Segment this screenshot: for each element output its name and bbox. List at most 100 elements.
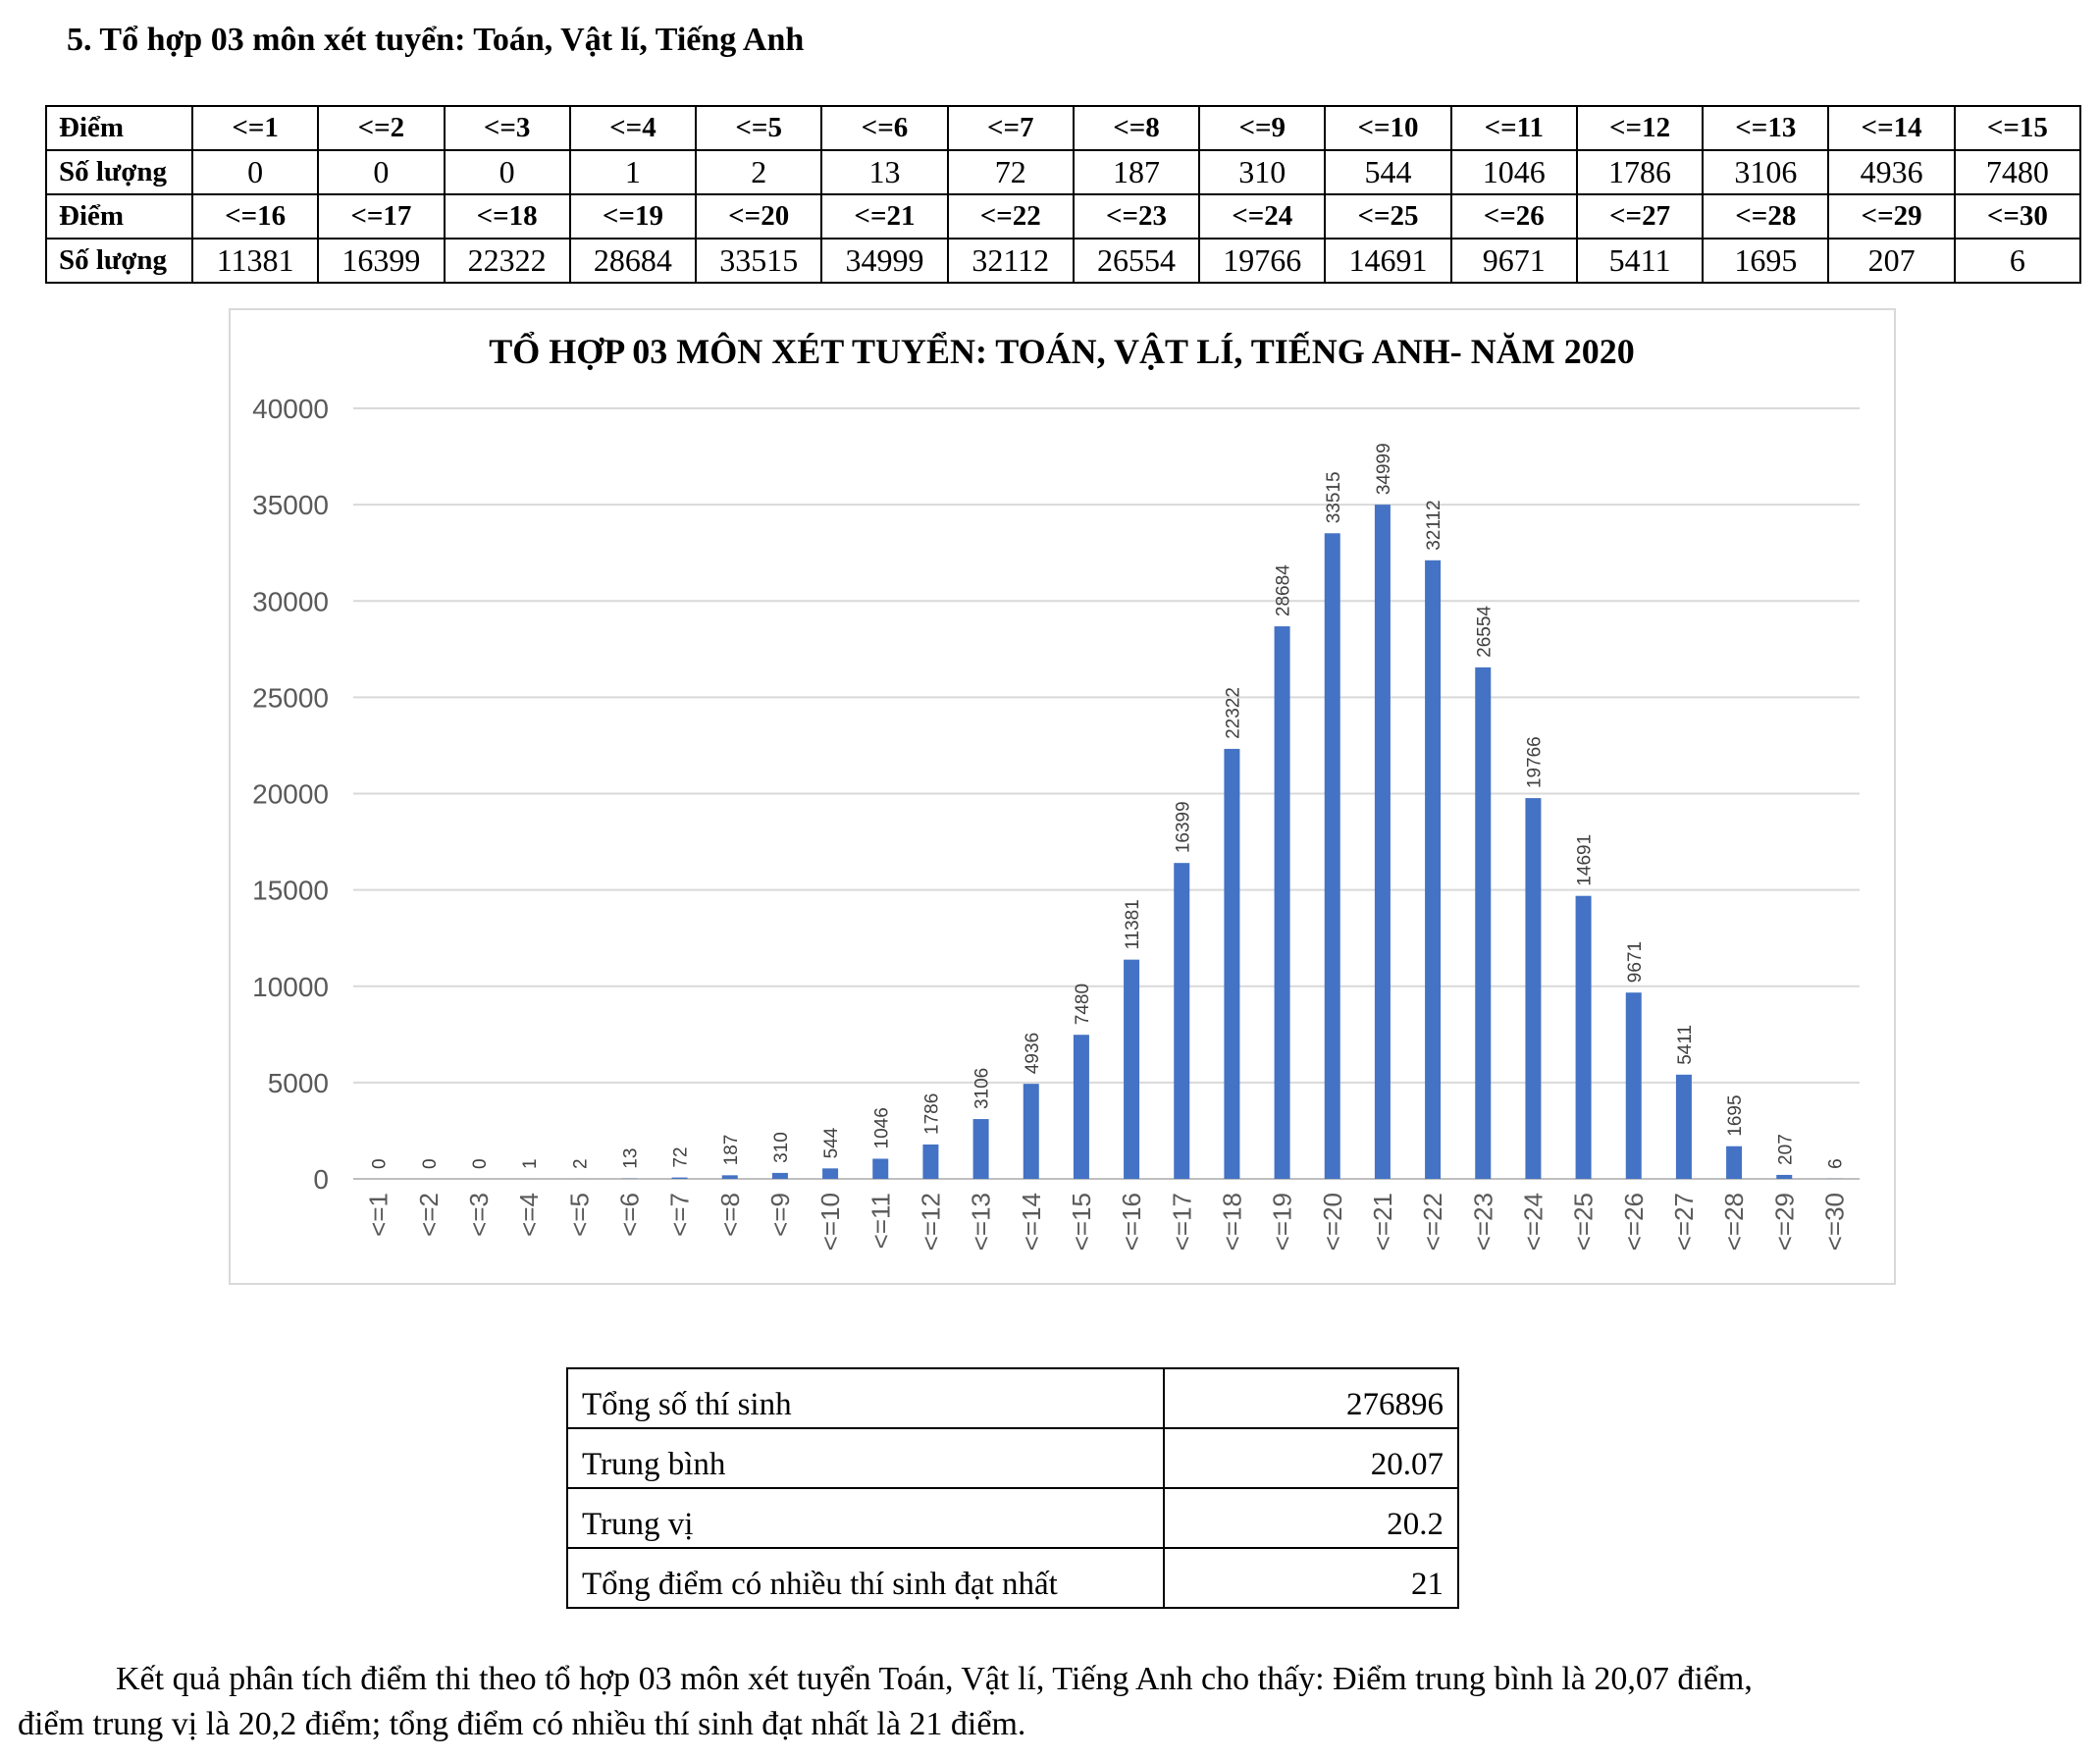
bar (721, 1175, 738, 1179)
count-cell: 0 (443, 149, 571, 195)
x-tick-label: <=26 (1619, 1193, 1649, 1251)
table-row: Trung bình 20.07 (566, 1427, 1459, 1489)
data-label: 19766 (1524, 736, 1545, 788)
count-cell: 0 (317, 149, 446, 195)
row-label: Điểm (45, 193, 193, 240)
data-label: 0 (420, 1158, 441, 1169)
bar (822, 1168, 839, 1179)
x-tick-label: <=6 (614, 1193, 644, 1237)
score-cell: <=5 (695, 105, 823, 151)
paragraph-line: điểm trung vị là 20,2 điểm; tổng điểm có… (18, 1706, 1026, 1742)
y-tick-label: 40000 (252, 394, 329, 424)
x-tick-label: <=21 (1368, 1193, 1397, 1251)
table-row: Trung vị 20.2 (566, 1487, 1459, 1549)
data-label: 4936 (1023, 1033, 1043, 1074)
score-cell: <=25 (1324, 193, 1452, 240)
score-cell: <=18 (443, 193, 571, 240)
x-tick-label: <=16 (1117, 1193, 1146, 1251)
row-label: Điểm (45, 105, 193, 151)
score-cell: <=20 (695, 193, 823, 240)
data-label: 72 (671, 1146, 692, 1167)
x-tick-label: <=29 (1769, 1193, 1799, 1251)
count-cell: 1 (568, 149, 698, 195)
data-label: 6 (1825, 1158, 1846, 1169)
count-cell: 0 (190, 149, 320, 195)
score-cell: <=10 (1324, 105, 1452, 151)
stat-label: Trung vị (566, 1487, 1165, 1549)
data-label: 33515 (1324, 471, 1344, 523)
score-cell: <=6 (820, 105, 949, 151)
table-row: Số lượng 0 0 0 1 2 13 72 187 310 544 1046 1786 3106 4… (45, 149, 2082, 195)
bar (922, 1144, 939, 1179)
score-cell: <=30 (1953, 193, 2082, 240)
count-cell: 9671 (1449, 238, 1578, 284)
count-cell: 207 (1827, 238, 1956, 284)
row-label: Số lượng (45, 149, 193, 195)
bar (1124, 959, 1140, 1179)
score-cell: <=24 (1198, 193, 1327, 240)
score-cell: <=8 (1072, 105, 1201, 151)
count-cell: 2 (695, 149, 823, 195)
x-tick-label: <=30 (1819, 1193, 1849, 1251)
data-label: 3106 (972, 1068, 993, 1109)
x-tick-label: <=27 (1669, 1193, 1699, 1251)
bar (771, 1172, 788, 1179)
x-tick-label: <=18 (1217, 1193, 1246, 1251)
x-tick-label: <=9 (765, 1193, 795, 1237)
data-label: 1046 (871, 1107, 892, 1148)
bar (1525, 798, 1542, 1179)
data-label: 0 (470, 1158, 491, 1169)
y-tick-label: 5000 (268, 1068, 329, 1098)
gridlines (353, 407, 1860, 1180)
score-cell: <=21 (820, 193, 949, 240)
y-tick-label: 15000 (252, 876, 329, 906)
data-label: 11381 (1123, 899, 1143, 949)
bar (872, 1158, 889, 1179)
bar (1425, 560, 1442, 1179)
data-label: 207 (1775, 1134, 1796, 1165)
score-cell: <=22 (946, 193, 1075, 240)
y-tick-label: 20000 (252, 779, 329, 810)
stat-value: 276896 (1163, 1367, 1459, 1429)
score-cell: <=9 (1198, 105, 1327, 151)
count-cell: 14691 (1324, 238, 1452, 284)
bars (521, 505, 1843, 1179)
stat-label: Trung bình (566, 1427, 1165, 1489)
stat-label: Tổng điểm có nhiều thí sinh đạt nhất (566, 1547, 1165, 1609)
count-cell: 34999 (820, 238, 949, 284)
data-label: 310 (771, 1132, 792, 1163)
score-cell: <=7 (946, 105, 1075, 151)
score-cell: <=13 (1702, 105, 1830, 151)
table-row: Điểm <=16 <=17 <=18 <=19 <=20 <=21 <=22 <=23 <=2… (45, 193, 2082, 240)
x-tick-label: <=22 (1418, 1193, 1447, 1251)
data-label: 22322 (1223, 687, 1243, 739)
count-cell: 1786 (1575, 149, 1705, 195)
bar (1324, 533, 1340, 1179)
bar (1023, 1084, 1039, 1179)
data-label: 1 (520, 1158, 541, 1169)
data-label: 7480 (1073, 984, 1093, 1025)
score-cell: <=17 (317, 193, 446, 240)
data-label: 187 (721, 1135, 742, 1166)
x-tick-label: <=1 (364, 1193, 394, 1237)
data-label: 5411 (1675, 1025, 1696, 1065)
table-row: Điểm <=1 <=2 <=3 <=4 <=5 <=6 <=7 <=8 <=9 <=10 <=11… (45, 105, 2082, 151)
x-tick-label: <=7 (665, 1193, 695, 1237)
bar (1274, 626, 1290, 1179)
bar (1575, 895, 1592, 1179)
x-tick-label: <=19 (1268, 1193, 1297, 1251)
count-cell: 544 (1324, 149, 1452, 195)
x-tick-label: <=8 (715, 1193, 745, 1237)
summary-table: Tổng số thí sinh 276896 Trung bình 20.07… (566, 1367, 1459, 1609)
conclusion-paragraph: Kết quả phân tích điểm thi theo tổ hợp 0… (18, 1657, 2078, 1747)
count-cell: 1046 (1449, 149, 1578, 195)
bar (1174, 863, 1190, 1179)
stat-value: 20.2 (1163, 1487, 1459, 1549)
score-cell: <=28 (1702, 193, 1830, 240)
score-cell: <=4 (568, 105, 698, 151)
count-cell: 28684 (568, 238, 698, 284)
bar (1726, 1146, 1743, 1179)
count-cell: 1695 (1702, 238, 1830, 284)
bar (1625, 992, 1642, 1179)
bar (1374, 505, 1391, 1179)
